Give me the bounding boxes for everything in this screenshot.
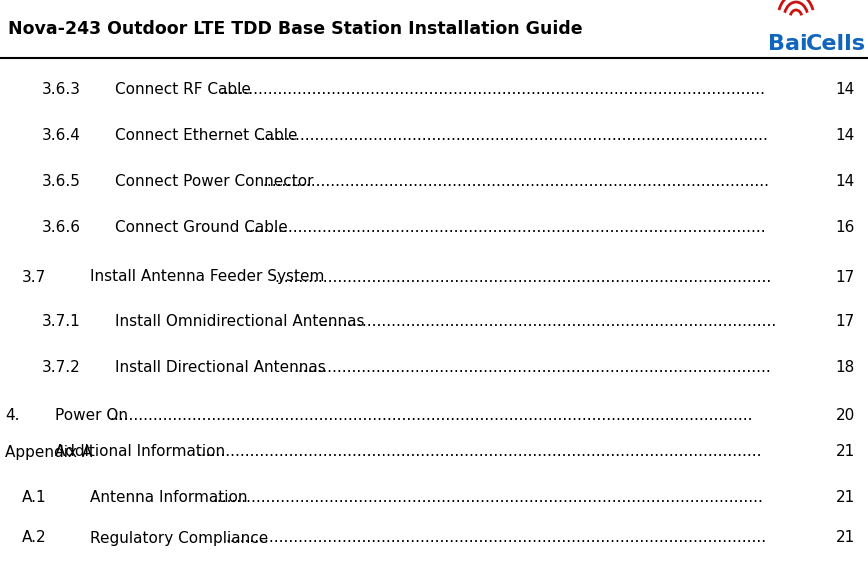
Text: 14: 14 bbox=[836, 174, 855, 188]
Text: Install Directional Antennas: Install Directional Antennas bbox=[115, 361, 326, 375]
Text: ................................................................................: ........................................… bbox=[109, 409, 753, 423]
Text: 17: 17 bbox=[836, 269, 855, 285]
Text: A.1: A.1 bbox=[22, 491, 47, 505]
Text: ................................................................................: ........................................… bbox=[244, 220, 766, 234]
Text: Nova-243 Outdoor LTE TDD Base Station Installation Guide: Nova-243 Outdoor LTE TDD Base Station In… bbox=[8, 20, 582, 38]
Text: ................................................................................: ........................................… bbox=[225, 530, 766, 546]
Text: 18: 18 bbox=[836, 361, 855, 375]
Text: ................................................................................: ........................................… bbox=[213, 491, 764, 505]
Text: 3.6.4: 3.6.4 bbox=[42, 128, 81, 144]
Text: Install Omnidirectional Antennas: Install Omnidirectional Antennas bbox=[115, 315, 365, 329]
Text: ................................................................................: ........................................… bbox=[275, 269, 772, 285]
Text: 14: 14 bbox=[836, 83, 855, 97]
Text: 3.6.3: 3.6.3 bbox=[42, 83, 81, 97]
Text: Connect RF Cable: Connect RF Cable bbox=[115, 83, 251, 97]
Text: ................................................................................: ........................................… bbox=[293, 361, 772, 375]
Text: 3.7.2: 3.7.2 bbox=[42, 361, 81, 375]
Text: 3.7: 3.7 bbox=[22, 269, 46, 285]
Text: Antenna Information: Antenna Information bbox=[90, 491, 247, 505]
Text: A.2: A.2 bbox=[22, 530, 47, 546]
Text: Appendix A: Appendix A bbox=[5, 444, 92, 460]
Text: 4.: 4. bbox=[5, 409, 19, 423]
Text: ................................................................................: ........................................… bbox=[256, 128, 768, 144]
Text: Connect Power Connector: Connect Power Connector bbox=[115, 174, 313, 188]
Text: Connect Ethernet Cable: Connect Ethernet Cable bbox=[115, 128, 298, 144]
Text: ................................................................................: ........................................… bbox=[263, 174, 770, 188]
Text: Connect Ground Cable: Connect Ground Cable bbox=[115, 220, 288, 234]
Text: 14: 14 bbox=[836, 128, 855, 144]
Text: ................................................................................: ........................................… bbox=[196, 444, 762, 460]
Text: 3.6.5: 3.6.5 bbox=[42, 174, 81, 188]
Text: 20: 20 bbox=[836, 409, 855, 423]
Text: 3.7.1: 3.7.1 bbox=[42, 315, 81, 329]
Text: ................................................................................: ........................................… bbox=[220, 83, 766, 97]
Text: Regulatory Compliance: Regulatory Compliance bbox=[90, 530, 268, 546]
Text: 16: 16 bbox=[836, 220, 855, 234]
Text: Bai: Bai bbox=[768, 34, 807, 54]
Text: 21: 21 bbox=[836, 491, 855, 505]
Text: 3.6.6: 3.6.6 bbox=[42, 220, 81, 234]
Text: Power On: Power On bbox=[55, 409, 128, 423]
Text: 21: 21 bbox=[836, 530, 855, 546]
Text: 17: 17 bbox=[836, 315, 855, 329]
Text: Cells: Cells bbox=[806, 34, 866, 54]
Text: 21: 21 bbox=[836, 444, 855, 460]
Text: Additional Information: Additional Information bbox=[55, 444, 225, 460]
Text: ................................................................................: ........................................… bbox=[319, 315, 777, 329]
Text: Install Antenna Feeder System: Install Antenna Feeder System bbox=[90, 269, 325, 285]
